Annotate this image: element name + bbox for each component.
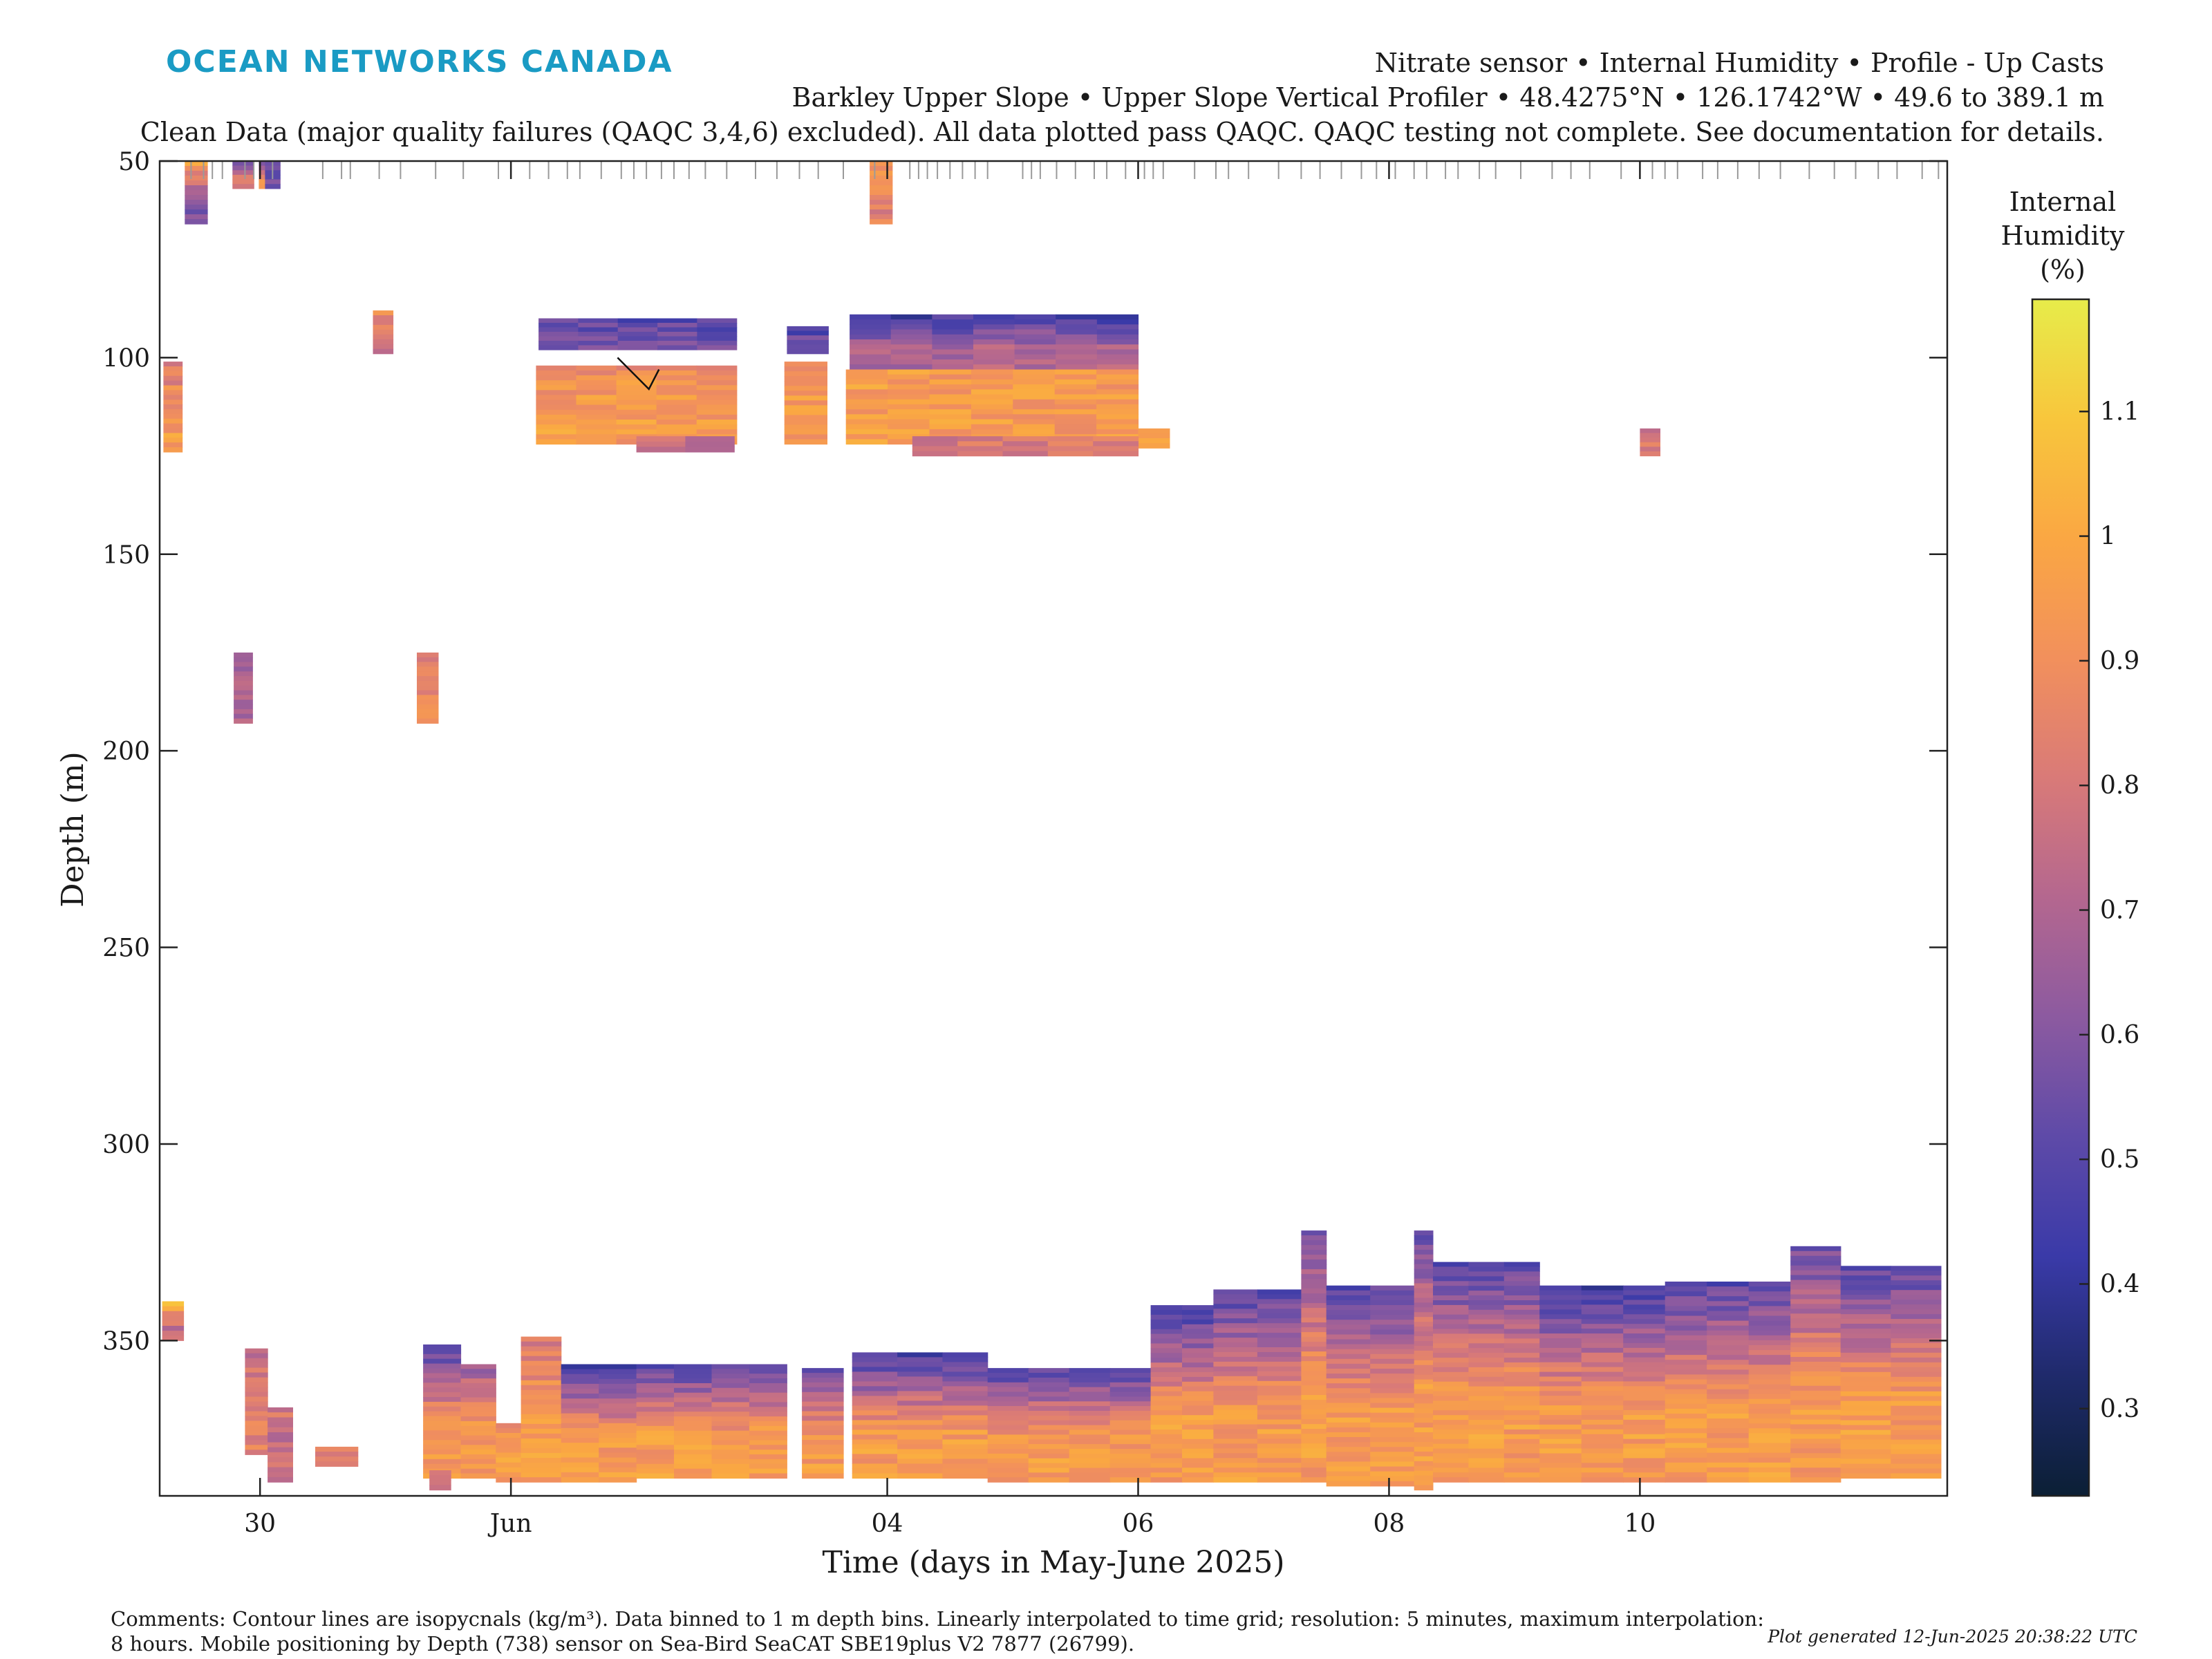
heatmap-block <box>429 1470 451 1491</box>
colorbar-title-line2: Humidity <box>2000 221 2125 251</box>
heatmap-block <box>1539 1285 1666 1483</box>
isopycnal-line <box>617 357 660 391</box>
x-tick-label: Jun <box>487 1510 532 1538</box>
colorbar-scale <box>2031 298 2090 1497</box>
heatmap-block <box>561 1364 637 1483</box>
colorbar-title-line3: (%) <box>2040 254 2086 285</box>
comments-line2: 8 hours. Mobile positioning by Depth (73… <box>111 1632 1134 1656</box>
x-tick-label: 08 <box>1374 1510 1405 1538</box>
heatmap-block <box>1150 1305 1214 1483</box>
heatmap-block <box>538 318 738 350</box>
chart-title-line3: Clean Data (major quality failures (QAQC… <box>140 117 2104 147</box>
heatmap-block <box>232 161 254 189</box>
colorbar-tick-label: 0.9 <box>2100 647 2139 675</box>
y-tick-label: 50 <box>118 148 150 176</box>
colorbar-tick-label: 0.4 <box>2100 1270 2139 1298</box>
heatmap-block <box>1433 1262 1540 1483</box>
x-axis-label: Time (days in May-June 2025) <box>822 1545 1284 1580</box>
x-axis: 30 Jun 04 06 08 10 <box>244 161 1656 1538</box>
y-axis-label: Depth (m) <box>55 751 91 908</box>
heatmap-block <box>1138 428 1170 449</box>
heatmap-layer <box>162 161 1942 1491</box>
heatmap-block <box>521 1336 562 1483</box>
heatmap-block <box>234 653 253 724</box>
heatmap-block <box>163 362 183 453</box>
y-tick-label: 250 <box>102 935 150 963</box>
heatmap-block <box>315 1446 359 1467</box>
y-tick-label: 200 <box>102 738 150 766</box>
heatmap-block <box>912 436 1139 457</box>
colorbar-tick-label: 0.3 <box>2100 1395 2139 1423</box>
y-tick-label: 300 <box>102 1131 150 1159</box>
heatmap-block <box>496 1423 522 1483</box>
heatmap-block <box>245 1348 268 1455</box>
chart-title-line2: Barkley Upper Slope • Upper Slope Vertic… <box>792 82 2104 113</box>
colorbar-tick-label: 1 <box>2100 523 2116 551</box>
chart-title-line1: Nitrate sensor • Internal Humidity • Pro… <box>1375 48 2104 78</box>
heatmap-block <box>1301 1230 1327 1483</box>
heatmap-block <box>1213 1289 1302 1483</box>
heatmap-block <box>268 1407 293 1483</box>
x-tick-label: 04 <box>872 1510 903 1538</box>
heatmap-block <box>460 1364 496 1479</box>
heatmap-block <box>1640 428 1660 457</box>
x-tick-label: 06 <box>1123 1510 1154 1538</box>
colorbar-ticks: 0.3 0.4 0.5 0.6 0.7 0.8 0.9 1 1.1 <box>2079 397 2139 1423</box>
onc-logo: OCEAN NETWORKS CANADA <box>166 44 673 79</box>
x-tick-label: 30 <box>244 1510 276 1538</box>
comments-line1: Comments: Contour lines are isopycnals (… <box>111 1607 1764 1631</box>
heatmap-block <box>636 436 735 453</box>
heatmap-block <box>987 1368 1152 1483</box>
generated-timestamp: Plot generated 12-Jun-2025 20:38:22 UTC <box>1767 1627 2137 1647</box>
y-tick-label: 100 <box>102 344 150 373</box>
colorbar-tick-label: 0.5 <box>2100 1145 2139 1174</box>
heatmap-block <box>373 310 394 355</box>
plot-area: 50 100 150 200 250 300 350 30 Jun 04 06 08 10 <box>102 148 1949 1538</box>
colorbar-tick-label: 0.6 <box>2100 1021 2139 1049</box>
heatmap-block <box>802 1368 844 1479</box>
heatmap-block <box>787 326 829 355</box>
heatmap-block <box>423 1344 462 1479</box>
heatmap-block <box>784 362 827 445</box>
y-axis: 50 100 150 200 250 300 350 <box>102 148 1947 1356</box>
colorbar-title-line1: Internal <box>2009 187 2117 217</box>
heatmap-block <box>870 161 893 225</box>
colorbar: Internal Humidity (%) 0.3 0.4 0.5 0.6 0.7 0.8… <box>2000 187 2139 1497</box>
heatmap-block <box>1665 1282 1791 1483</box>
y-tick-label: 150 <box>102 541 150 570</box>
heatmap-block <box>417 653 439 724</box>
colorbar-tick-label: 1.1 <box>2100 397 2139 426</box>
heatmap-block <box>845 369 1139 445</box>
colorbar-tick-label: 0.8 <box>2100 771 2139 800</box>
heatmap-block <box>1840 1266 1942 1479</box>
heatmap-block <box>1790 1246 1841 1483</box>
plot-frame <box>158 160 1949 1497</box>
heatmap-block <box>1414 1230 1434 1491</box>
heatmap-block <box>850 314 1139 370</box>
y-tick-label: 350 <box>102 1327 150 1356</box>
heatmap-block <box>852 1352 988 1479</box>
heatmap-block <box>185 161 208 225</box>
x-tick-label: 10 <box>1624 1510 1656 1538</box>
heatmap-block <box>259 161 266 189</box>
heatmap-block <box>162 1301 185 1341</box>
colorbar-tick-label: 0.7 <box>2100 897 2139 925</box>
isopycnal-contours <box>617 357 660 391</box>
heatmap-block <box>636 1364 787 1479</box>
heatmap-block <box>1326 1285 1415 1487</box>
